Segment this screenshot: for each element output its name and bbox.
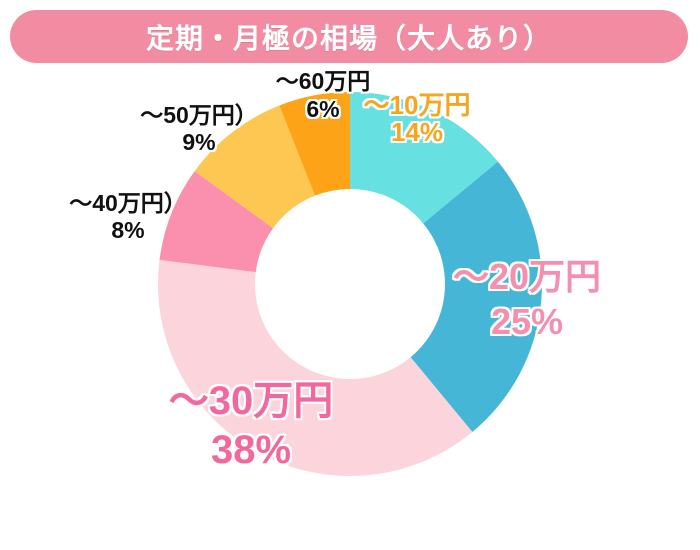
slice-label-50man: ～50万円） 9% [140,102,258,156]
slice-label-text: ～20万円 [452,256,602,297]
slice-label-10man: ～10万円 14% [364,92,471,146]
slice-label-pct: 9% [182,129,216,155]
slice-label-20man: ～20万円 25% [453,254,601,344]
slice-label-pct: 14% [390,117,444,147]
slice-label-pct: 8% [111,217,145,243]
donut-segment-60man [279,92,350,196]
slice-label-60man: ～60万円 6% [276,67,371,123]
donut-segment-40man [159,171,274,273]
slice-label-text: ～40万円） [69,190,187,216]
slice-label-pct: 25% [490,301,564,342]
slice-label-text: ～30万円 [168,379,334,423]
donut-segment-20man [410,161,543,432]
slice-label-pct: 6% [306,96,340,122]
donut-segment-30man [158,259,473,477]
slice-label-30man: ～30万円 38% [169,377,334,475]
slice-label-text: ～60万円 [275,68,371,94]
donut-segment-50man [194,105,316,229]
slice-label-text: ～50万円） [140,102,258,128]
title-banner: 定期・月極の相場（大人あり） [10,10,688,63]
donut-segment-10man [350,92,498,224]
slice-label-40man: ～40万円） 8% [69,190,187,244]
slice-label-text: ～10万円 [363,90,471,120]
page-title: 定期・月極の相場（大人あり） [145,22,552,54]
slice-label-pct: 38% [210,428,292,472]
